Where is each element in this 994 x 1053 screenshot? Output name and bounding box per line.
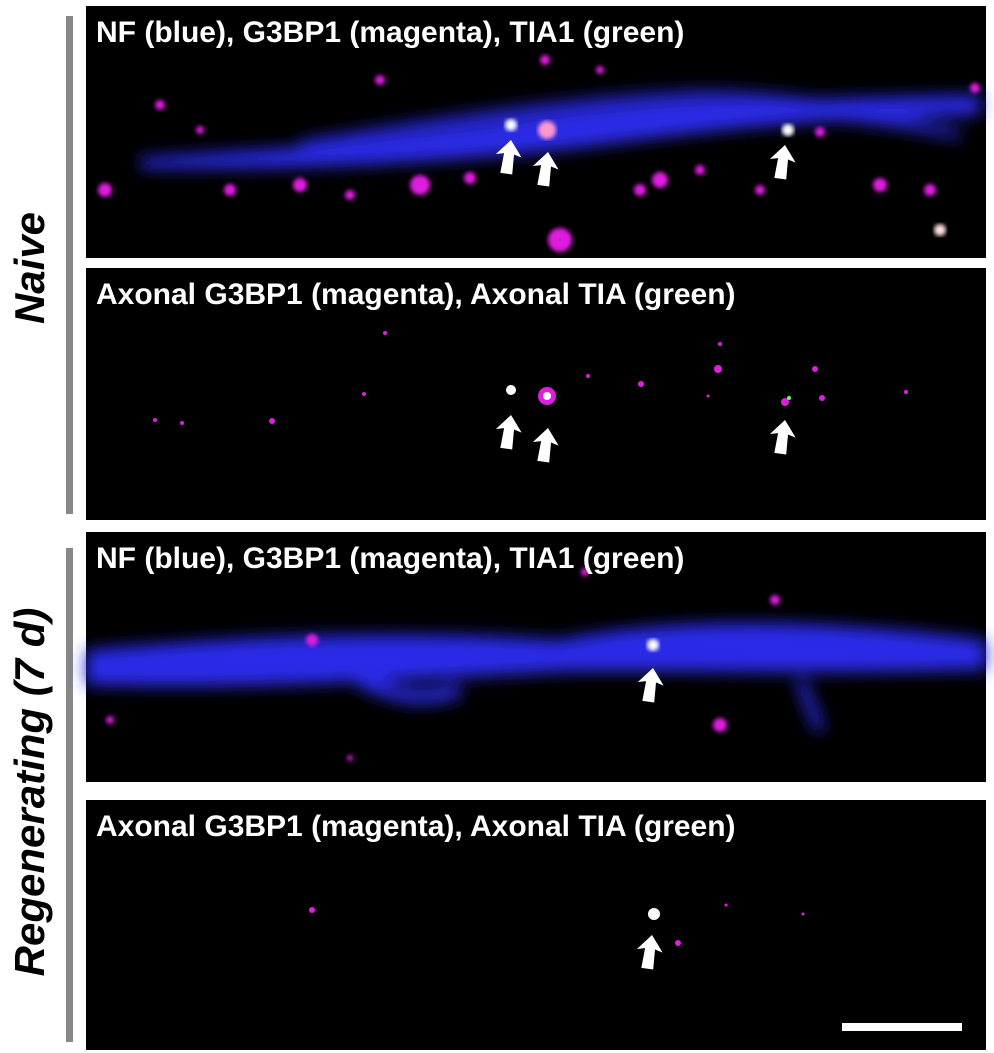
panel-caption: NF (blue), G3BP1 (magenta), TIA1 (green) [96, 542, 684, 575]
panel-caption: Axonal G3BP1 (magenta), Axonal TIA (gree… [96, 278, 736, 311]
group-bar [66, 16, 73, 514]
group-label: Regenerating (7 d) [6, 608, 53, 977]
image-panel: NF (blue), G3BP1 (magenta), TIA1 (green) [86, 532, 986, 782]
image-panel: NF (blue), G3BP1 (magenta), TIA1 (green) [86, 6, 986, 258]
group-bar [66, 548, 73, 1042]
image-panel: Axonal G3BP1 (magenta), Axonal TIA (gree… [86, 268, 986, 520]
scale-bar [842, 1023, 962, 1031]
panel-caption: Axonal G3BP1 (magenta), Axonal TIA (gree… [96, 810, 736, 843]
image-panel: Axonal G3BP1 (magenta), Axonal TIA (gree… [86, 800, 986, 1050]
group-label: Naive [6, 212, 53, 324]
panel-caption: NF (blue), G3BP1 (magenta), TIA1 (green) [96, 16, 684, 49]
